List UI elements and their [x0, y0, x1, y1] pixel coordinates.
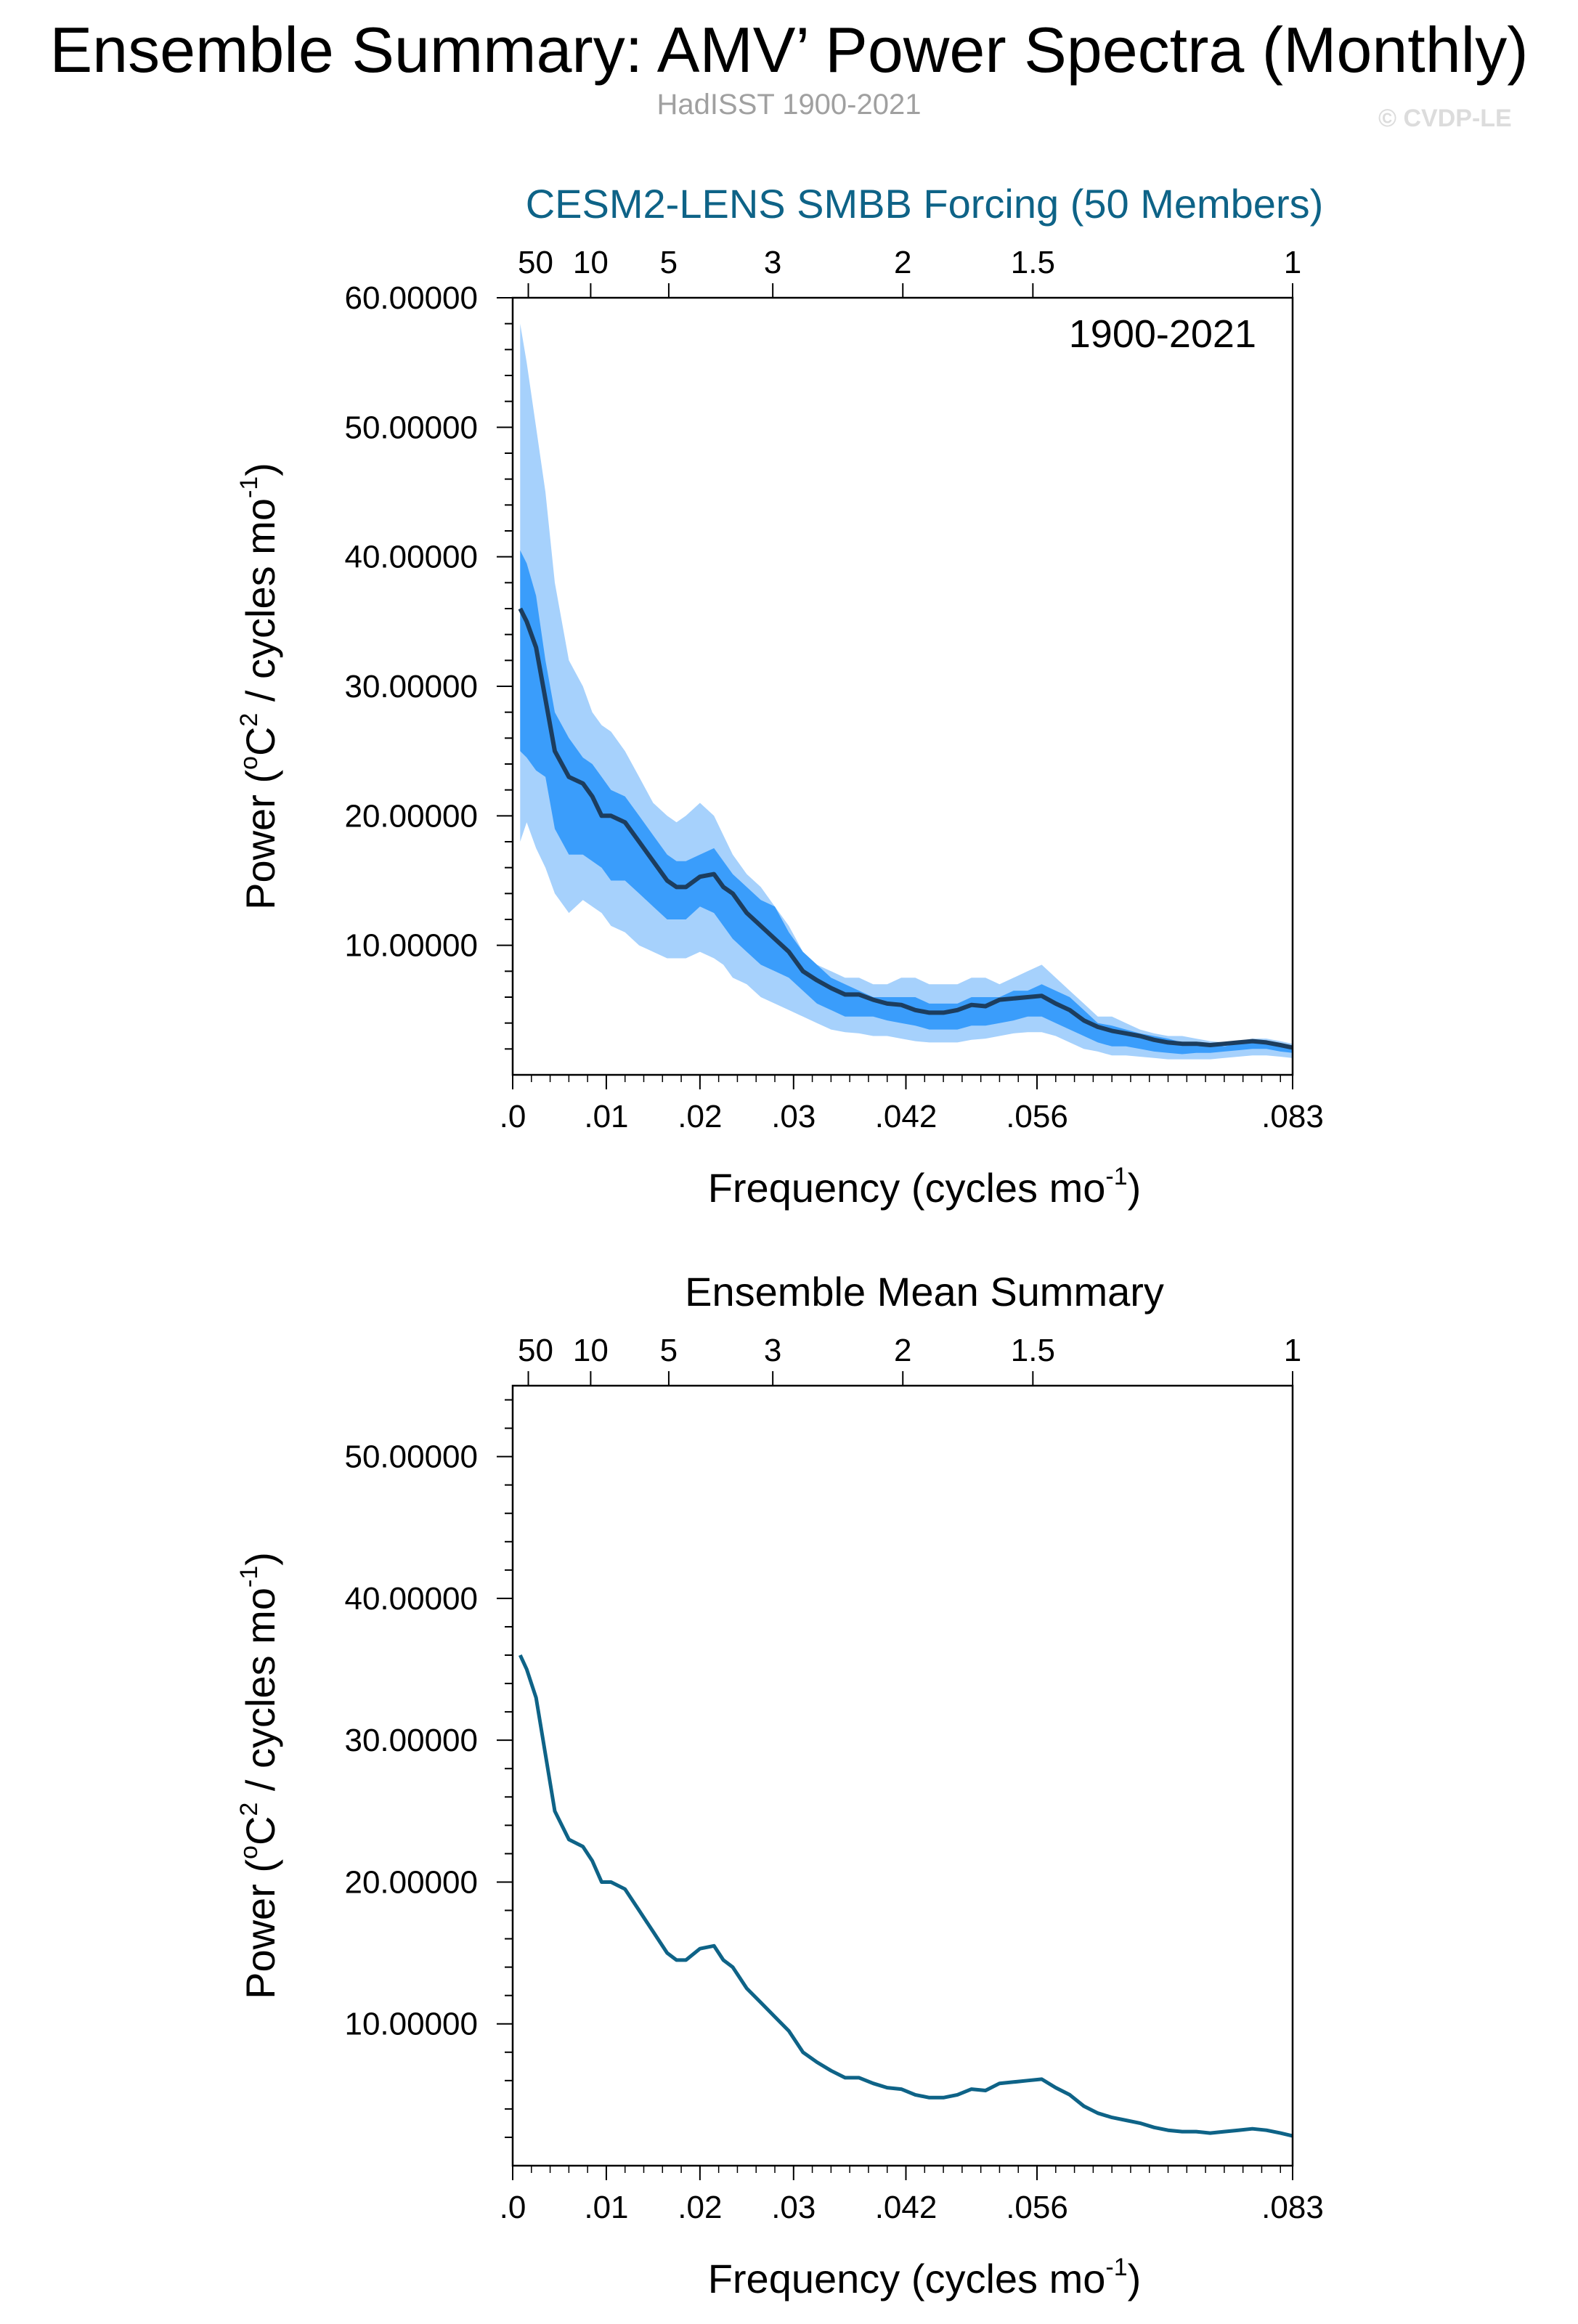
top-period-label: 1.5 [1011, 1333, 1055, 1368]
copyright-label: © CVDP-LE [1378, 105, 1512, 132]
x-tick-label: .042 [875, 2190, 938, 2225]
top-period-label: 10 [573, 245, 609, 280]
panel-title: CESM2-LENS SMBB Forcing (50 Members) [526, 181, 1324, 227]
x-tick-label: .01 [584, 1099, 628, 1134]
top-period-label: 3 [764, 245, 781, 280]
x-tick-label: .056 [1006, 2190, 1068, 2225]
plot-frame [511, 296, 1294, 1076]
top-period-label: 1 [1284, 245, 1301, 280]
subtitle: HadISST 1900-2021 [656, 89, 922, 121]
top-period-label: 10 [573, 1333, 609, 1368]
y-axis-label: Power (oC2 / cycles mo-1) [235, 1552, 283, 1999]
panel-ensemble-spread: 10.00000 20.00000 30.00000 40.00000 50.00000… [235, 181, 1324, 1211]
y-tick-label: 10.00000 [344, 2007, 478, 2042]
x-tick-label: .03 [771, 1099, 816, 1134]
y-tick-label: 60.00000 [344, 280, 478, 316]
x-tick-label: .02 [678, 1099, 722, 1134]
top-period-label: 50 [518, 1333, 553, 1368]
x-tick-label: .0 [500, 1099, 526, 1134]
y-tick-label: 20.00000 [344, 1864, 478, 1900]
x-tick-label: .02 [678, 2190, 722, 2225]
y-tick-label: 40.00000 [344, 1581, 478, 1617]
main-title: Ensemble Summary: AMV’ Power Spectra (Mo… [49, 14, 1529, 86]
panel-title: Ensemble Mean Summary [685, 1269, 1164, 1315]
x-tick-label: .083 [1261, 1099, 1324, 1134]
period-annotation: 1900-2021 [1069, 312, 1256, 356]
y-tick-label: 40.00000 [344, 540, 478, 575]
x-tick-label: .056 [1006, 1099, 1068, 1134]
plot-frame [511, 1384, 1294, 2167]
y-tick-label: 50.00000 [344, 1439, 478, 1475]
y-tick-label: 30.00000 [344, 1723, 478, 1758]
top-period-label: 2 [894, 245, 911, 280]
panel-ensemble-mean: 10.00000 20.00000 30.00000 40.00000 50.00000… [235, 1269, 1324, 2301]
x-tick-label: .01 [584, 2190, 628, 2225]
x-tick-label: .083 [1261, 2190, 1324, 2225]
top-period-label: 1.5 [1011, 245, 1055, 280]
top-period-label: 5 [660, 1333, 678, 1368]
ensemble-mean-line [518, 1654, 1293, 2138]
y-tick-label: 20.00000 [344, 798, 478, 834]
y-tick-label: 10.00000 [344, 928, 478, 964]
top-period-label: 3 [764, 1333, 781, 1368]
x-axis-label: Frequency (cycles mo-1) [708, 2254, 1142, 2301]
y-tick-label: 50.00000 [344, 410, 478, 445]
median-line [518, 607, 1293, 1050]
top-period-label: 5 [660, 245, 678, 280]
y-axis-label: Power (oC2 / cycles mo-1) [235, 463, 283, 910]
top-period-label: 1 [1284, 1333, 1301, 1368]
x-tick-label: .0 [500, 2190, 526, 2225]
x-axis-label: Frequency (cycles mo-1) [708, 1163, 1142, 1211]
outer-percentile-band [520, 323, 1293, 1060]
top-period-label: 50 [518, 245, 553, 280]
x-tick-label: .042 [875, 1099, 938, 1134]
top-period-label: 2 [894, 1333, 911, 1368]
y-tick-label: 30.00000 [344, 669, 478, 704]
x-tick-label: .03 [771, 2190, 816, 2225]
